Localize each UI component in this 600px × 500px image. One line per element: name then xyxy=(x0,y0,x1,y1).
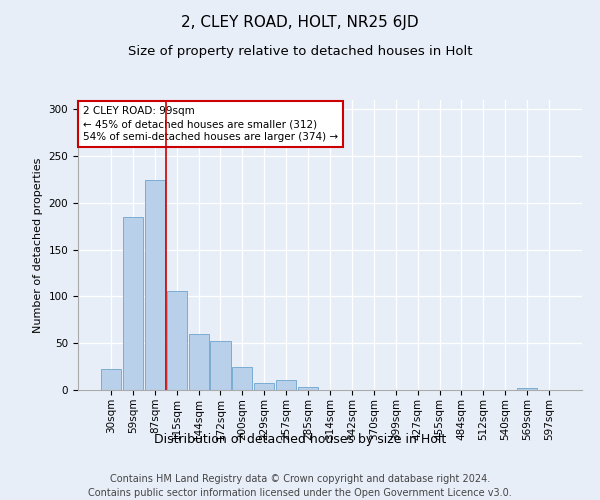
Text: 2 CLEY ROAD: 99sqm
← 45% of detached houses are smaller (312)
54% of semi-detach: 2 CLEY ROAD: 99sqm ← 45% of detached hou… xyxy=(83,106,338,142)
Bar xyxy=(123,217,143,390)
Text: Contains HM Land Registry data © Crown copyright and database right 2024.
Contai: Contains HM Land Registry data © Crown c… xyxy=(88,474,512,498)
Bar xyxy=(298,387,318,390)
Bar xyxy=(145,180,165,390)
Bar xyxy=(101,370,121,390)
Y-axis label: Number of detached properties: Number of detached properties xyxy=(33,158,43,332)
Bar xyxy=(276,380,296,390)
Bar xyxy=(517,388,537,390)
Bar xyxy=(188,334,209,390)
Bar xyxy=(211,342,230,390)
Bar xyxy=(254,382,274,390)
Bar xyxy=(167,291,187,390)
Text: Distribution of detached houses by size in Holt: Distribution of detached houses by size … xyxy=(154,432,446,446)
Text: Size of property relative to detached houses in Holt: Size of property relative to detached ho… xyxy=(128,45,472,58)
Text: 2, CLEY ROAD, HOLT, NR25 6JD: 2, CLEY ROAD, HOLT, NR25 6JD xyxy=(181,15,419,30)
Bar xyxy=(232,366,253,390)
